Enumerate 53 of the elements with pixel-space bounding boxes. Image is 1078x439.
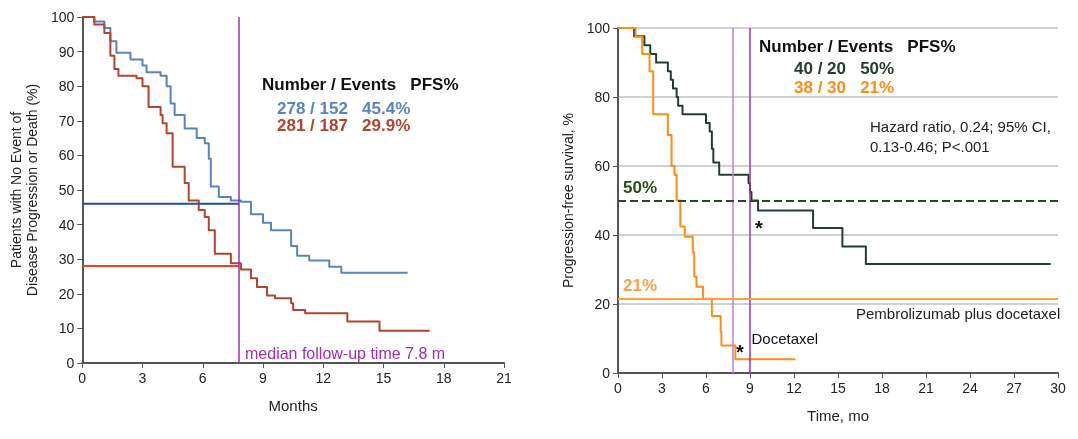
y-tick-label: 60 bbox=[58, 147, 75, 164]
x-tick-label: 21 bbox=[496, 370, 512, 386]
x-tick-label: 3 bbox=[658, 380, 667, 396]
x-tick-label: 27 bbox=[1006, 380, 1022, 396]
y-tick-label: 30 bbox=[58, 251, 75, 268]
text: 40 / 20 50% bbox=[794, 59, 895, 78]
x-tick-label: 21 bbox=[918, 380, 934, 396]
x-tick-label: 6 bbox=[702, 380, 711, 396]
y-tick-label: 10 bbox=[58, 320, 75, 337]
x-tick-label: 6 bbox=[198, 370, 207, 386]
x-tick-label: 0 bbox=[78, 370, 87, 386]
x-tick-label: 18 bbox=[874, 380, 890, 396]
x-tick-label: 9 bbox=[746, 380, 755, 396]
legend-title: Number / Events PFS% bbox=[262, 75, 459, 94]
ref-line-label: 21% bbox=[623, 275, 658, 295]
x-tick-label: 30 bbox=[1050, 380, 1066, 396]
x-tick-label: 12 bbox=[315, 370, 332, 386]
text: 281 / 187 29.9% bbox=[277, 116, 411, 135]
x-tick-label: 15 bbox=[830, 380, 846, 396]
annotation: * bbox=[736, 341, 745, 363]
y-tick-label: 70 bbox=[58, 112, 75, 129]
x-tick-label: 12 bbox=[786, 380, 802, 396]
text: 278 / 152 45.4% bbox=[277, 99, 411, 118]
y-axis-title: Progression-free survival, % bbox=[559, 112, 576, 289]
annotation: Pembrolizumab plus docetaxel bbox=[856, 304, 1061, 322]
legend-title: Number / Events PFS% bbox=[759, 37, 956, 56]
x-tick-label: 9 bbox=[259, 370, 268, 386]
y-tick-label: 90 bbox=[58, 43, 75, 60]
y-tick-label: 20 bbox=[58, 285, 75, 302]
y-tick-label: 50 bbox=[58, 182, 75, 198]
y-tick-label: 100 bbox=[586, 20, 611, 36]
y-tick-label: 40 bbox=[594, 227, 611, 243]
x-tick-label: 24 bbox=[962, 380, 978, 396]
x-axis-title: Months bbox=[268, 396, 318, 414]
x-axis-title: Time, mo bbox=[807, 406, 869, 424]
y-tick-label: 60 bbox=[594, 158, 611, 174]
annotation: Hazard ratio, 0.24; 95% CI, 0.13-0.46; P<.001 bbox=[870, 117, 1051, 155]
y-tick-label: 0 bbox=[66, 355, 75, 371]
annotation: * bbox=[755, 217, 764, 239]
y-axis-title: Patients with No Event of Disease Progression or Death (%) bbox=[8, 83, 40, 297]
y-tick-label: 80 bbox=[594, 89, 611, 105]
y-tick-label: 80 bbox=[58, 78, 75, 95]
x-tick-label: 18 bbox=[435, 370, 452, 386]
x-tick-label: 15 bbox=[375, 370, 392, 386]
y-tick-label: 20 bbox=[594, 296, 611, 312]
x-tick-label: 0 bbox=[614, 380, 623, 396]
x-tick-label: 3 bbox=[138, 370, 147, 386]
text: 38 / 30 21% bbox=[794, 78, 895, 97]
y-tick-label: 40 bbox=[58, 216, 75, 233]
y-tick-label: 100 bbox=[50, 9, 75, 25]
ref-line-label: 50% bbox=[623, 177, 658, 197]
annotation: Docetaxel bbox=[751, 330, 819, 347]
annotation: median follow-up time 7.8 m bbox=[245, 344, 446, 362]
